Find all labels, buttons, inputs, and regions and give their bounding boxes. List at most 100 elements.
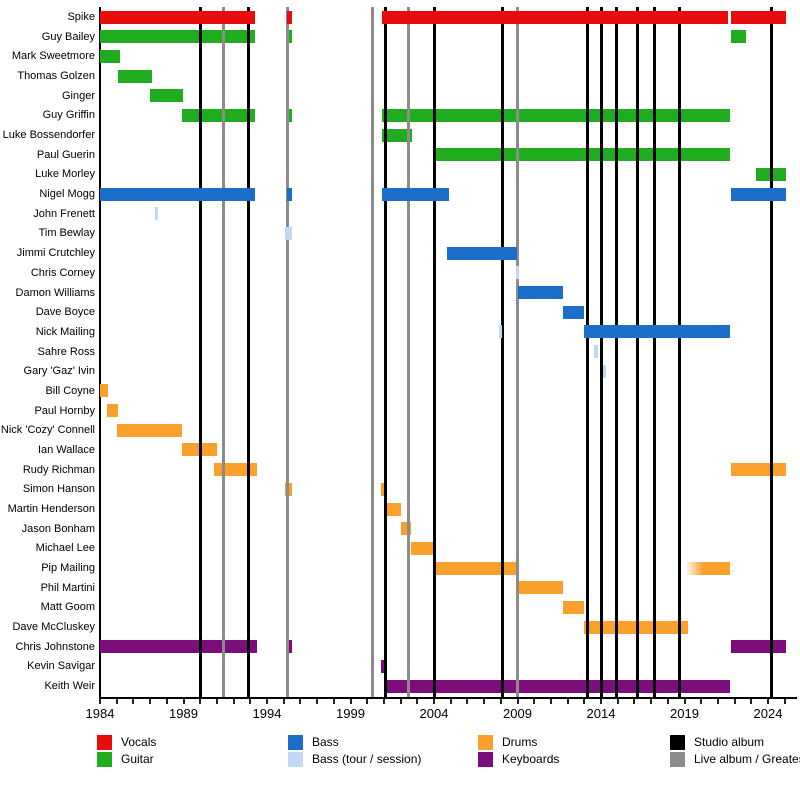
year-tick-label: 2019 bbox=[670, 706, 699, 721]
year-tick-label: 1999 bbox=[336, 706, 365, 721]
year-tick-label: 2009 bbox=[503, 706, 532, 721]
timeline-bar bbox=[434, 561, 520, 575]
member-label: Kevin Savigar bbox=[27, 660, 95, 673]
member-label: Dave Boyce bbox=[35, 306, 95, 319]
member-label: Gary 'Gaz' Ivin bbox=[23, 365, 95, 378]
timeline-bar bbox=[287, 640, 293, 654]
year-tick bbox=[566, 699, 569, 704]
legend-label: Studio album bbox=[694, 735, 765, 749]
member-label: Pip Mailing bbox=[41, 562, 95, 575]
timeline-bar bbox=[731, 10, 787, 24]
year-tick bbox=[783, 699, 786, 704]
live-album-line bbox=[285, 7, 289, 697]
live-album-line bbox=[516, 7, 519, 697]
year-tick bbox=[282, 699, 285, 704]
member-label: Rudy Richman bbox=[22, 463, 95, 476]
studio-album-line bbox=[247, 7, 251, 697]
year-tick bbox=[483, 699, 486, 704]
live-album-line bbox=[222, 7, 226, 697]
timeline-bar bbox=[287, 187, 293, 201]
timeline-bar bbox=[517, 286, 563, 300]
x-axis-line bbox=[99, 697, 797, 699]
legend-swatch bbox=[288, 735, 303, 750]
year-tick bbox=[466, 699, 469, 704]
timeline-bar bbox=[562, 305, 585, 319]
year-tick bbox=[700, 699, 703, 704]
member-label: Guy Griffin bbox=[42, 109, 95, 122]
member-label: Sahre Ross bbox=[37, 345, 95, 358]
legend-swatch bbox=[478, 752, 493, 767]
legend-label: Guitar bbox=[121, 752, 154, 766]
timeline-bar bbox=[584, 620, 688, 634]
timeline-bar bbox=[380, 659, 388, 673]
studio-album-line bbox=[599, 7, 603, 697]
member-label: Paul Guerin bbox=[36, 148, 95, 161]
member-label: Simon Hanson bbox=[22, 483, 95, 496]
timeline-bar bbox=[387, 502, 401, 516]
timeline-bar bbox=[181, 108, 256, 122]
member-label: Nick 'Cozy' Connell bbox=[0, 424, 95, 437]
live-album-line bbox=[370, 7, 374, 697]
legend-label: Bass bbox=[312, 735, 339, 749]
member-label: Guy Bailey bbox=[41, 30, 95, 43]
timeline-bar bbox=[100, 187, 256, 201]
year-tick bbox=[199, 699, 202, 704]
legend-swatch bbox=[478, 735, 493, 750]
timeline-bar bbox=[447, 246, 518, 260]
timeline-bar bbox=[515, 266, 520, 280]
legend-label: Live album / Greatest Hits bbox=[694, 752, 800, 766]
year-tick-label: 1994 bbox=[252, 706, 282, 721]
studio-album-line bbox=[500, 7, 504, 697]
member-label: John Frenett bbox=[33, 207, 95, 220]
timeline-bar bbox=[519, 581, 563, 595]
member-label: Nick Mailing bbox=[35, 325, 95, 338]
legend-swatch bbox=[97, 752, 112, 767]
timeline-bar bbox=[562, 600, 585, 614]
year-tick bbox=[366, 699, 369, 704]
member-label: Chris Johnstone bbox=[15, 640, 96, 653]
legend-label: Vocals bbox=[121, 735, 157, 749]
year-tick bbox=[149, 699, 152, 704]
timeline-bar bbox=[100, 640, 257, 654]
member-label: Jimmi Crutchley bbox=[16, 247, 95, 260]
year-tick-label: 2014 bbox=[586, 706, 616, 721]
studio-album-line bbox=[677, 7, 681, 697]
timeline-bar bbox=[400, 522, 411, 536]
year-tick bbox=[349, 699, 352, 704]
timeline-bar bbox=[499, 325, 503, 339]
legend-label: Keyboards bbox=[502, 752, 560, 766]
year-tick bbox=[683, 699, 686, 704]
timeline-bar bbox=[116, 423, 182, 437]
year-tick bbox=[99, 699, 101, 704]
member-label: Tim Bewlay bbox=[38, 227, 95, 240]
member-label: Chris Corney bbox=[30, 266, 95, 279]
legend-swatch bbox=[670, 752, 685, 767]
member-label: Phil Martini bbox=[40, 581, 95, 594]
timeline-bar bbox=[287, 10, 293, 24]
member-label: Thomas Golzen bbox=[17, 70, 95, 83]
timeline-bar bbox=[731, 187, 787, 201]
timeline-bar bbox=[150, 89, 184, 103]
year-tick-label: 1989 bbox=[169, 706, 198, 721]
year-tick bbox=[266, 699, 268, 704]
legend-swatch bbox=[97, 735, 112, 750]
member-label: Dave McCluskey bbox=[12, 621, 95, 634]
year-tick bbox=[750, 699, 753, 704]
timeline-bar bbox=[100, 10, 256, 24]
timeline-bar bbox=[285, 482, 293, 496]
studio-album-line bbox=[769, 7, 773, 697]
timeline-bar bbox=[100, 49, 121, 63]
year-tick bbox=[499, 699, 502, 704]
timeline-bar bbox=[434, 148, 730, 162]
year-tick bbox=[716, 699, 719, 704]
timeline-bar bbox=[731, 463, 787, 477]
timeline-bar bbox=[155, 207, 159, 221]
year-tick bbox=[767, 699, 769, 704]
timeline-bar bbox=[118, 69, 152, 83]
live-album-line bbox=[407, 7, 411, 697]
member-label: Luke Bossendorfer bbox=[2, 129, 95, 142]
timeline-bar bbox=[602, 364, 606, 378]
member-label: Paul Hornby bbox=[34, 404, 95, 417]
timeline-bar bbox=[382, 128, 413, 142]
